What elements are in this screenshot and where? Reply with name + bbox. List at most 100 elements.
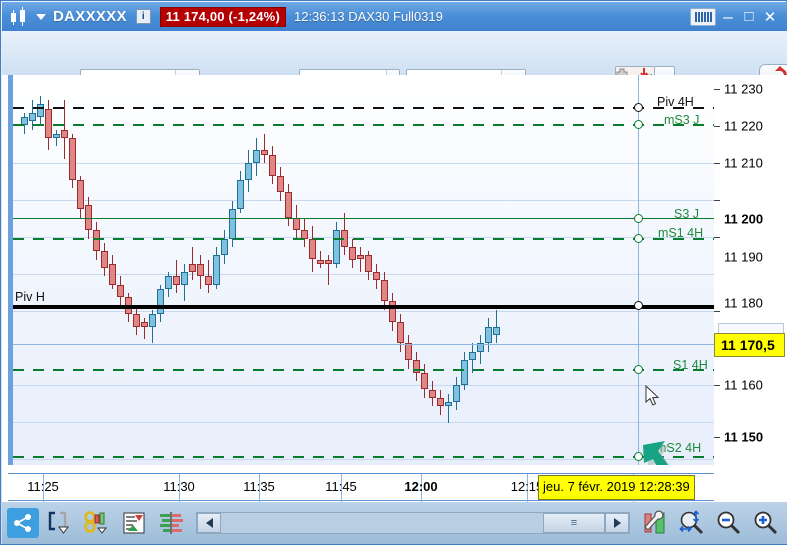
symbol-dropdown-caret-icon[interactable] — [36, 13, 46, 20]
candle — [261, 133, 268, 164]
price-tick: 11 220 — [724, 118, 763, 134]
candle — [133, 305, 140, 335]
candle — [61, 100, 68, 159]
level-marker-ms3j — [634, 120, 643, 129]
crosshair-time-badge: jeu. 7 févr. 2019 12:28:39 — [538, 475, 695, 500]
candle — [189, 246, 196, 281]
candle — [141, 318, 148, 340]
time-axis[interactable]: 11:25 11:30 11:35 11:45 12:00 12:15 jeu.… — [8, 473, 714, 502]
level-label-ms14h: mS1 4H — [658, 226, 704, 240]
level-line-s3j — [13, 218, 714, 219]
crosshair-horizontal — [13, 344, 714, 345]
candle — [445, 393, 452, 424]
price-tick: 11 190 — [724, 249, 763, 265]
zoom-in-icon[interactable] — [750, 508, 782, 538]
wrench-icon[interactable] — [639, 508, 671, 538]
candle — [253, 137, 260, 176]
candle — [221, 230, 228, 264]
list-icon[interactable] — [118, 508, 150, 538]
candle — [397, 314, 404, 352]
candle — [69, 133, 76, 189]
candle — [357, 246, 364, 273]
title-bar: DAXXXXX i 11 174,00 (-1,24%) 12:36:13 DA… — [2, 2, 787, 31]
level-label-piv4h: Piv 4H — [657, 95, 694, 109]
key-icon[interactable] — [81, 508, 113, 538]
candle — [317, 251, 324, 268]
time-tick: 12:00 — [404, 479, 438, 494]
candle — [237, 171, 244, 214]
candle — [109, 255, 116, 289]
candle — [29, 100, 36, 130]
candle — [429, 381, 436, 407]
candle — [229, 200, 236, 247]
gridline — [13, 163, 714, 164]
scroll-thumb[interactable]: ≡ — [543, 513, 605, 533]
gridline — [13, 200, 714, 201]
candle — [333, 221, 340, 268]
price-axis[interactable]: 11 230 11 220 11 210 11 200 11 190 11 18… — [714, 75, 787, 502]
minimize-button[interactable]: – — [723, 6, 733, 26]
candle — [53, 129, 60, 147]
candle — [181, 263, 188, 302]
keyboard-icon[interactable] — [690, 7, 716, 26]
candle — [301, 217, 308, 247]
candle — [37, 95, 44, 126]
candle — [197, 255, 204, 289]
current-price-tag: 11 170,5 — [714, 333, 785, 357]
candle — [405, 335, 412, 369]
candle — [413, 351, 420, 382]
gridline — [13, 459, 714, 460]
candle — [469, 343, 476, 373]
gridline — [13, 237, 714, 238]
zoom-fit-icon[interactable] — [676, 508, 708, 538]
horizontal-scrollbar[interactable]: ≡ — [196, 512, 630, 534]
candle — [93, 221, 100, 260]
scroll-left-button[interactable] — [197, 513, 221, 533]
gridline — [13, 422, 714, 423]
chart-area: Piv 4H mS3 J S3 J mS1 4H Piv H S1 4H mS2… — [2, 75, 787, 502]
candle — [381, 272, 388, 310]
time-tick: 12:15 — [510, 479, 544, 494]
candle — [341, 213, 348, 256]
candle — [437, 389, 444, 415]
candle — [485, 318, 492, 352]
level-marker-s3j — [634, 214, 643, 223]
price-tick: 11 210 — [724, 155, 763, 171]
close-button[interactable]: ✕ — [763, 8, 777, 26]
price-change-badge: 11 174,00 (-1,24%) — [159, 6, 286, 27]
maximize-button[interactable]: □ — [744, 8, 754, 25]
symbol-name: DAXXXXX — [53, 8, 127, 25]
scroll-right-button[interactable] — [605, 513, 629, 533]
level-label-ms3j: mS3 J — [664, 113, 700, 127]
depth-icon[interactable] — [155, 508, 187, 538]
info-icon[interactable]: i — [135, 9, 151, 24]
time-tick: 11:45 — [325, 479, 357, 494]
price-tick: 11 200 — [724, 211, 764, 227]
level-marker-s14h — [634, 365, 643, 374]
chart-toolbar: 100 unités 100 (x) ticks — [2, 31, 787, 102]
candle — [269, 146, 276, 185]
window-controls: – □ ✕ — [690, 6, 783, 26]
candle — [117, 276, 124, 306]
time-tick: 11:30 — [163, 479, 195, 494]
level-marker-ms24h — [634, 452, 643, 461]
price-plot[interactable]: Piv 4H mS3 J S3 J mS1 4H Piv H S1 4H mS2… — [8, 75, 714, 465]
price-tick: 11 180 — [724, 295, 763, 311]
candle — [309, 225, 316, 273]
gridline — [13, 274, 714, 275]
candle — [101, 242, 108, 277]
price-tick: 11 230 — [724, 81, 763, 97]
time-tick: 11:25 — [27, 479, 59, 494]
candle — [285, 184, 292, 226]
brackets-icon[interactable] — [44, 508, 76, 538]
candle — [453, 376, 460, 411]
level-label-pivh: Piv H — [15, 290, 45, 304]
mouse-cursor — [645, 384, 661, 407]
candle — [389, 293, 396, 331]
share-icon[interactable] — [7, 508, 39, 538]
candle — [245, 150, 252, 193]
candle — [205, 259, 212, 294]
zoom-out-icon[interactable] — [713, 508, 745, 538]
gridline — [13, 385, 714, 386]
